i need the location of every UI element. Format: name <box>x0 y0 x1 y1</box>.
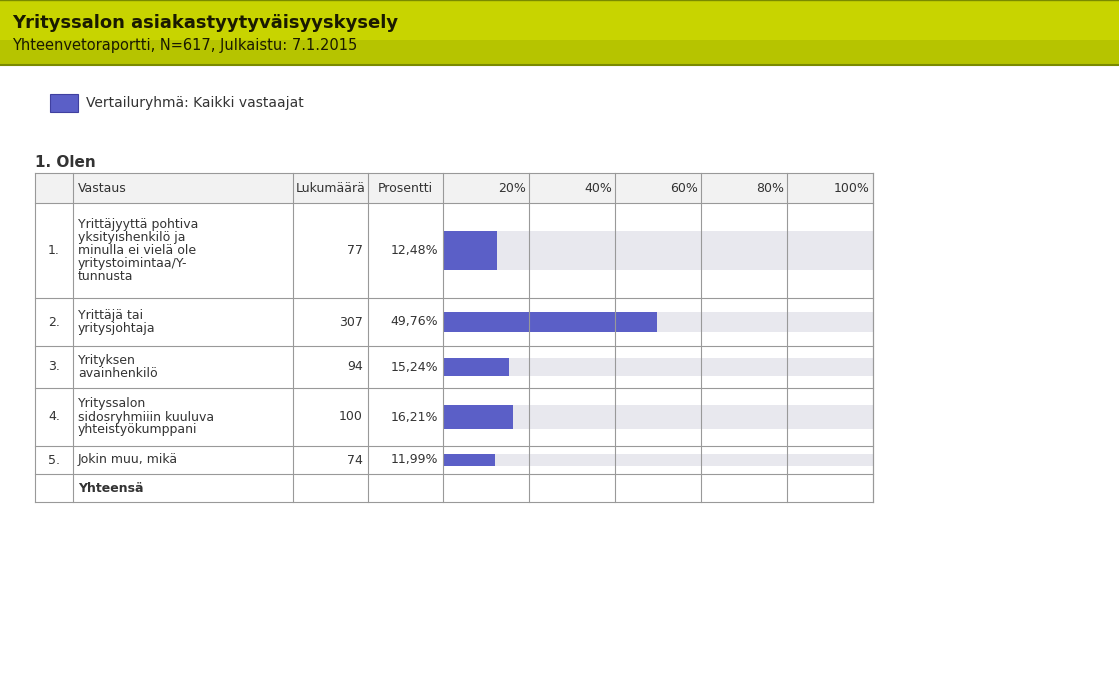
Text: 11,99%: 11,99% <box>391 454 438 466</box>
Bar <box>0 0 1119 65</box>
Text: Vertailuryhmä: Kaikki vastaajat: Vertailuryhmä: Kaikki vastaajat <box>86 96 303 110</box>
Bar <box>0 40 1119 65</box>
Text: 60%: 60% <box>670 181 698 194</box>
Text: Prosentti: Prosentti <box>378 181 433 194</box>
Bar <box>443 454 873 466</box>
Text: 2.: 2. <box>48 316 60 328</box>
Text: 1.: 1. <box>48 244 60 257</box>
Text: 3.: 3. <box>48 360 60 374</box>
Text: minulla ei vielä ole: minulla ei vielä ole <box>78 244 196 257</box>
Text: Yhteensä: Yhteensä <box>78 482 143 494</box>
Text: 80%: 80% <box>756 181 784 194</box>
Text: 307: 307 <box>339 316 363 328</box>
Text: Yrittäjä tai: Yrittäjä tai <box>78 309 143 322</box>
Text: 100%: 100% <box>834 181 869 194</box>
Text: Yrityssalon: Yrityssalon <box>78 397 147 411</box>
Bar <box>443 312 873 332</box>
Text: yksityishenkilö ja: yksityishenkilö ja <box>78 231 186 244</box>
Text: Yrittäjyyttä pohtiva: Yrittäjyyttä pohtiva <box>78 218 198 231</box>
Bar <box>443 358 873 376</box>
Text: yritystoimintaa/Y-: yritystoimintaa/Y- <box>78 257 188 270</box>
Text: Yhteenvetoraportti, N=617, Julkaistu: 7.1.2015: Yhteenvetoraportti, N=617, Julkaistu: 7.… <box>12 38 357 53</box>
Bar <box>35 173 873 502</box>
Bar <box>443 231 873 270</box>
Bar <box>443 405 873 429</box>
Text: 4.: 4. <box>48 411 60 424</box>
Bar <box>35 173 873 203</box>
Text: 100: 100 <box>339 411 363 424</box>
Text: 20%: 20% <box>498 181 526 194</box>
Text: 77: 77 <box>347 244 363 257</box>
Bar <box>443 405 513 429</box>
Text: Yrityssalon asiakastyytyväisyyskysely: Yrityssalon asiakastyytyväisyyskysely <box>12 14 398 32</box>
Bar <box>443 454 495 466</box>
Text: 94: 94 <box>347 360 363 374</box>
Bar <box>443 312 657 332</box>
Bar <box>443 358 508 376</box>
Bar <box>50 94 78 112</box>
Text: 12,48%: 12,48% <box>391 244 438 257</box>
Text: Vastaus: Vastaus <box>78 181 126 194</box>
Bar <box>443 231 497 270</box>
Text: 40%: 40% <box>584 181 612 194</box>
Text: 1. Olen: 1. Olen <box>35 155 96 170</box>
Text: Jokin muu, mikä: Jokin muu, mikä <box>78 454 178 466</box>
Text: 16,21%: 16,21% <box>391 411 438 424</box>
Text: 74: 74 <box>347 454 363 466</box>
Text: yritysjohtaja: yritysjohtaja <box>78 322 156 335</box>
Text: avainhenkilö: avainhenkilö <box>78 367 158 380</box>
Text: Lukumäärä: Lukumäärä <box>295 181 366 194</box>
Text: 15,24%: 15,24% <box>391 360 438 374</box>
Text: 49,76%: 49,76% <box>391 316 438 328</box>
Text: 5.: 5. <box>48 454 60 466</box>
Text: tunnusta: tunnusta <box>78 270 133 283</box>
Text: Yrityksen: Yrityksen <box>78 354 135 367</box>
Text: yhteistyökumppani: yhteistyökumppani <box>78 424 197 436</box>
Text: sidosryhmiiin kuuluva: sidosryhmiiin kuuluva <box>78 411 214 424</box>
